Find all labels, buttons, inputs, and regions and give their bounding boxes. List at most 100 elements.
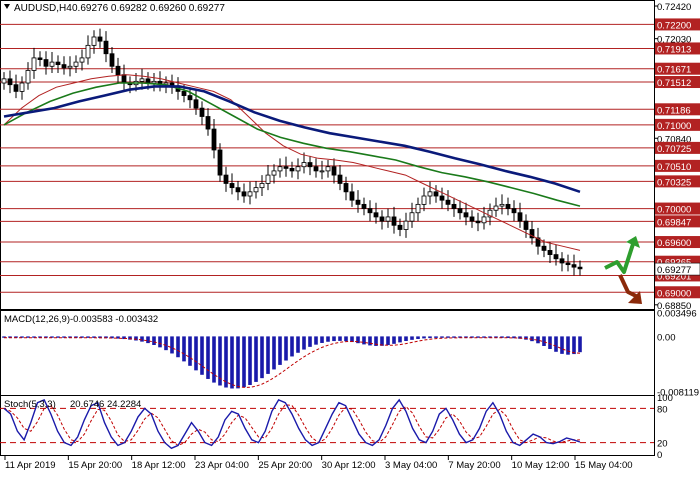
candle xyxy=(103,31,109,63)
candle-body xyxy=(481,216,487,224)
candle-body xyxy=(181,90,187,96)
time-tick-label: 23 Apr 04:00 xyxy=(195,460,249,471)
macd-bar xyxy=(128,336,132,340)
candle xyxy=(205,108,211,136)
candle xyxy=(451,197,457,217)
macd-tick-label: -0.008119 xyxy=(657,387,699,398)
candle xyxy=(187,87,193,109)
candle-body xyxy=(193,99,199,109)
candle xyxy=(505,197,511,216)
macd-bar xyxy=(416,336,420,339)
macd-bar xyxy=(536,336,540,344)
level-tag: 0.71186 xyxy=(655,103,700,116)
level-tag-bg xyxy=(655,118,700,131)
symbol-label: AUDUSD,H4 xyxy=(14,3,72,14)
candle xyxy=(427,181,433,205)
candle xyxy=(553,244,559,266)
level-tag-bg xyxy=(655,286,700,299)
candle-body xyxy=(403,220,409,230)
macd-title: MACD(12,26,9) xyxy=(4,314,70,325)
candle-body xyxy=(211,128,217,151)
candle xyxy=(475,212,481,232)
candle xyxy=(433,185,439,203)
level-tag-label: 0.69600 xyxy=(657,238,691,249)
macd-bar xyxy=(206,336,210,379)
candle-body xyxy=(205,116,211,130)
candle xyxy=(349,183,355,207)
macd-bar xyxy=(440,336,444,338)
level-tag: 0.70000 xyxy=(655,202,700,216)
macd-bar xyxy=(260,336,264,379)
candle xyxy=(55,55,61,73)
candle-body xyxy=(499,203,505,207)
candle xyxy=(547,242,553,263)
macd-bar xyxy=(158,336,162,348)
candle-body xyxy=(49,61,55,67)
macd-bar xyxy=(200,336,204,375)
macd-bar xyxy=(56,336,60,338)
candle-body xyxy=(289,167,295,172)
candle xyxy=(97,28,103,48)
candle-body xyxy=(31,57,37,71)
time-tick-label: 25 Apr 20:00 xyxy=(258,460,312,471)
macd-bar xyxy=(80,336,84,338)
macd-bar xyxy=(344,336,348,342)
level-tag-label: 0.71000 xyxy=(657,121,691,132)
candle-body xyxy=(505,203,511,209)
candle-body xyxy=(55,61,61,66)
candle-body xyxy=(397,224,403,230)
time-tick-label: 10 May 12:00 xyxy=(512,460,570,471)
candle xyxy=(25,62,31,90)
level-tag-label: 0.69000 xyxy=(657,288,691,299)
candle-body xyxy=(325,166,331,172)
header: AUDUSD,H4 0.69276 0.69282 0.69260 0.6927… xyxy=(4,3,225,14)
candle-body xyxy=(511,208,517,214)
candle xyxy=(457,200,463,220)
macd-bar xyxy=(476,336,480,338)
macd-bar xyxy=(350,336,354,343)
macd-bar xyxy=(554,336,558,352)
candle-body xyxy=(571,264,577,268)
macd-bar xyxy=(374,336,378,346)
candle xyxy=(535,227,541,255)
macd-bar xyxy=(20,336,24,338)
price-tick-label: 0.70840 xyxy=(657,134,691,145)
candle-body xyxy=(115,65,121,76)
candle xyxy=(295,158,301,180)
candle xyxy=(421,187,427,212)
candle xyxy=(391,206,397,234)
time-tick-label: 3 May 04:00 xyxy=(385,460,437,471)
macd-bar xyxy=(368,336,372,346)
candle xyxy=(367,200,373,222)
macd-bar xyxy=(296,336,300,353)
candle-body xyxy=(451,203,457,209)
level-tag-bg xyxy=(655,159,700,172)
macd-bar xyxy=(512,336,516,339)
macd-bar xyxy=(428,336,432,339)
candle xyxy=(241,183,247,203)
macd-bar xyxy=(572,336,576,355)
candle-body xyxy=(385,216,391,222)
candle-body xyxy=(199,107,205,117)
candle-body xyxy=(319,170,325,173)
candle-body xyxy=(457,208,463,214)
macd-bar xyxy=(458,336,462,338)
macd-bar xyxy=(146,336,150,344)
candle xyxy=(259,175,265,197)
macd-bar xyxy=(134,336,138,341)
candle xyxy=(463,202,469,226)
level-tag-bg xyxy=(655,202,700,215)
candle-body xyxy=(445,199,451,205)
candle xyxy=(61,56,67,75)
candle xyxy=(361,197,367,216)
candle-body xyxy=(187,95,193,101)
stoch-values: 20.6746 24.2284 xyxy=(70,399,141,410)
level-tag: 0.70725 xyxy=(655,141,700,155)
macd-bar xyxy=(32,336,36,338)
macd-bar xyxy=(44,336,48,338)
candle xyxy=(235,180,241,201)
candle-body xyxy=(529,229,535,239)
level-tag: 0.71913 xyxy=(655,42,700,55)
candle-body xyxy=(349,191,355,201)
